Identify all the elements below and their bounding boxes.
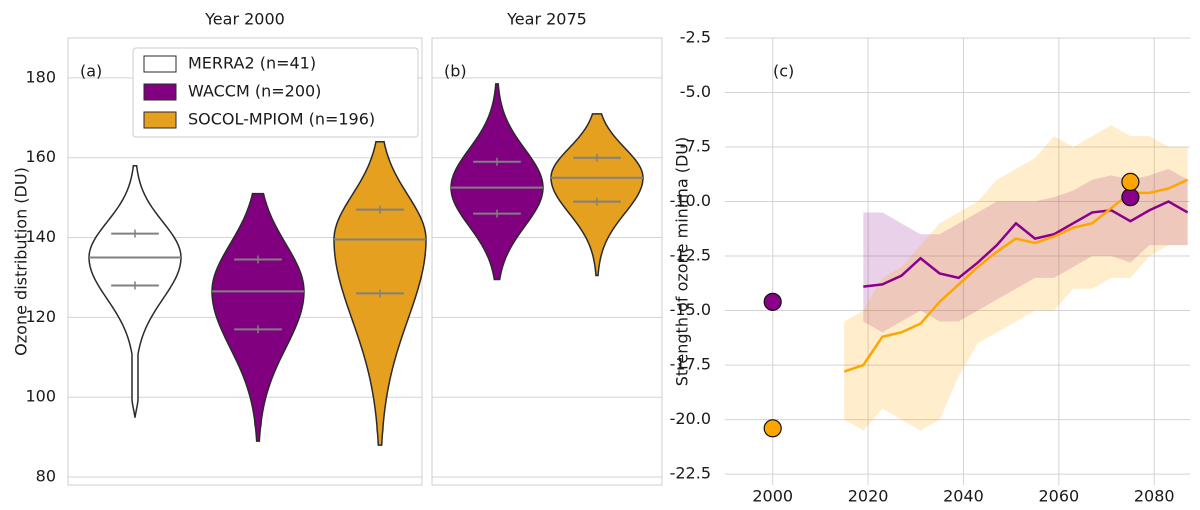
panel-title: Year 2075 — [506, 10, 587, 29]
panel-title: Year 2000 — [204, 10, 285, 29]
point — [763, 419, 782, 438]
x-tick-label: 2060 — [1038, 487, 1079, 506]
y-axis-label: Strength of ozone minima (DU) — [673, 137, 692, 386]
legend-label: WACCM (n=200) — [188, 82, 321, 101]
violin — [450, 83, 544, 281]
y-tick-label: 120 — [25, 307, 56, 326]
violin — [211, 192, 305, 442]
legend-box — [132, 47, 419, 138]
y-tick-label: 80 — [36, 467, 56, 486]
x-tick-label: 2080 — [1134, 487, 1175, 506]
y-tick-label: -17.5 — [670, 355, 711, 374]
y-tick-label: -22.5 — [670, 464, 711, 483]
violin — [550, 113, 644, 277]
panel-frame — [431, 37, 663, 486]
y-tick-label: -10.0 — [670, 191, 711, 210]
y-tick-label: -15.0 — [670, 300, 711, 319]
y-tick-label: -5.0 — [680, 82, 711, 101]
uncertainty-band — [844, 125, 1188, 431]
y-tick-label: -12.5 — [670, 246, 711, 265]
legend-swatch — [143, 111, 177, 129]
line — [863, 200, 1189, 288]
y-tick-label: -20.0 — [670, 409, 711, 428]
legend-swatch — [143, 55, 177, 73]
x-tick-label: 2000 — [752, 487, 793, 506]
y-tick-label: -2.5 — [680, 28, 711, 47]
y-tick-label: 140 — [25, 227, 56, 246]
point — [763, 292, 782, 311]
x-tick-label: 2020 — [848, 487, 889, 506]
y-axis-label: Ozone distribution (DU) — [12, 167, 31, 356]
x-tick-label: 2040 — [943, 487, 984, 506]
panel-label: (a) — [80, 62, 102, 81]
legend-label: MERRA2 (n=41) — [188, 54, 316, 73]
y-tick-label: -7.5 — [680, 137, 711, 156]
y-tick-label: 100 — [25, 387, 56, 406]
legend-swatch — [143, 83, 177, 101]
point — [1121, 172, 1140, 192]
y-tick-label: 160 — [25, 147, 56, 166]
point — [1121, 188, 1140, 207]
violin — [88, 164, 182, 418]
legend-label: SOCOL-MPIOM (n=196) — [188, 110, 375, 129]
panel-label: (c) — [773, 62, 794, 81]
panel-label: (b) — [444, 62, 467, 81]
y-tick-label: 180 — [25, 67, 56, 86]
